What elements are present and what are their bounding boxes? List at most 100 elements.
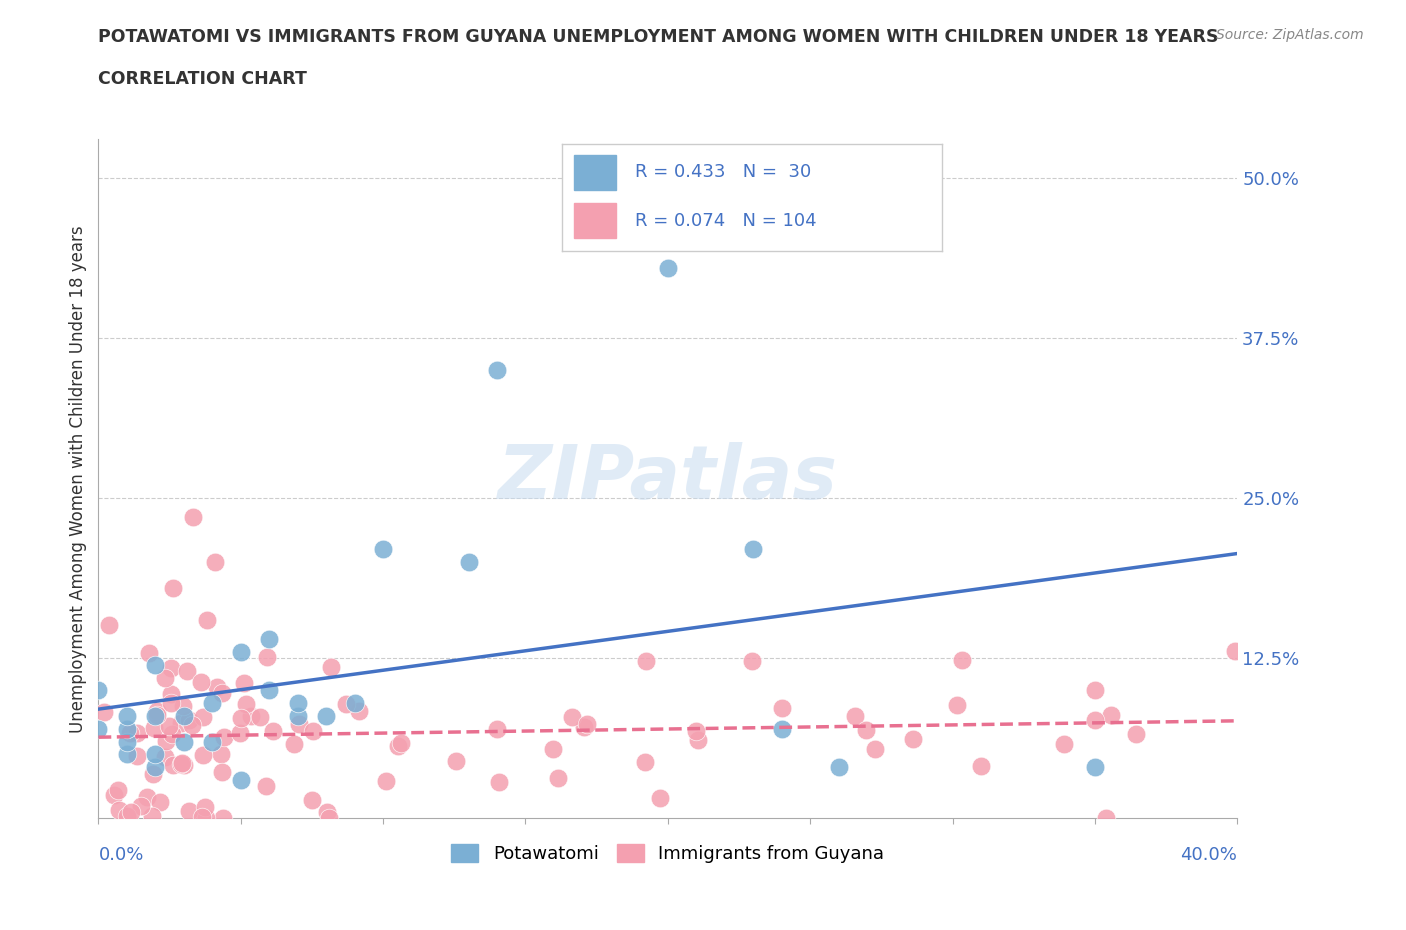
Point [169, 715, 191, 730]
Text: 0.0%: 0.0% [98, 845, 143, 864]
Point [129, 798, 152, 813]
Point [162, 580, 184, 595]
Point [389, 736, 412, 751]
Point [87, 683, 110, 698]
Point [127, 725, 149, 740]
Point [457, 555, 479, 570]
Point [576, 717, 599, 732]
Point [444, 753, 467, 768]
Point [157, 718, 180, 733]
Point [685, 724, 707, 739]
Point [232, 675, 254, 690]
Point [488, 774, 510, 789]
Point [173, 734, 195, 749]
Point [287, 696, 309, 711]
Point [93, 704, 115, 719]
Text: R = 0.433   N =  30: R = 0.433 N = 30 [634, 164, 811, 181]
Point [191, 710, 214, 724]
Point [145, 709, 167, 724]
Point [636, 654, 658, 669]
Point [1125, 727, 1147, 742]
Point [179, 804, 201, 819]
Point [844, 708, 866, 723]
Point [1084, 713, 1107, 728]
Point [772, 700, 794, 715]
Point [229, 711, 252, 725]
Point [1225, 643, 1247, 658]
Point [146, 704, 169, 719]
Point [316, 804, 339, 819]
Point [170, 757, 193, 772]
Point [240, 709, 263, 724]
Text: 40.0%: 40.0% [1181, 845, 1237, 864]
Point [211, 686, 233, 701]
Point [259, 683, 281, 698]
Point [153, 671, 176, 685]
Point [249, 710, 271, 724]
Point [204, 555, 226, 570]
Text: POTAWATOMI VS IMMIGRANTS FROM GUYANA UNEMPLOYMENT AMONG WOMEN WITH CHILDREN UNDE: POTAWATOMI VS IMMIGRANTS FROM GUYANA UNE… [98, 28, 1219, 46]
Point [103, 788, 125, 803]
Y-axis label: Unemployment Among Women with Children Under 18 years: Unemployment Among Women with Children U… [69, 225, 87, 733]
Point [648, 790, 671, 805]
Point [259, 631, 281, 646]
Point [180, 717, 202, 732]
Point [1099, 707, 1122, 722]
Point [863, 741, 886, 756]
Point [1084, 683, 1107, 698]
Point [207, 680, 229, 695]
Point [142, 721, 165, 736]
Point [173, 709, 195, 724]
Point [115, 709, 138, 724]
Point [117, 811, 139, 826]
Point [254, 779, 277, 794]
Point [828, 760, 851, 775]
Point [686, 733, 709, 748]
Point [318, 811, 340, 826]
Point [256, 649, 278, 664]
Point [262, 724, 284, 738]
Point [170, 756, 193, 771]
Point [138, 645, 160, 660]
Point [160, 660, 183, 675]
Point [115, 808, 138, 823]
Text: CORRELATION CHART: CORRELATION CHART [98, 70, 308, 87]
Point [349, 703, 371, 718]
Point [190, 675, 212, 690]
Point [375, 774, 398, 789]
Point [145, 658, 167, 672]
Point [287, 709, 309, 724]
Point [946, 698, 969, 712]
Point [1094, 811, 1116, 826]
Point [191, 810, 214, 825]
Point [201, 696, 224, 711]
Point [541, 741, 564, 756]
Point [195, 613, 218, 628]
Point [486, 363, 509, 378]
Point [228, 725, 250, 740]
Point [211, 764, 233, 779]
Point [176, 664, 198, 679]
Point [195, 811, 218, 826]
Point [145, 760, 167, 775]
Point [335, 697, 357, 711]
Point [373, 542, 395, 557]
Point [741, 654, 763, 669]
Point [561, 710, 583, 724]
Point [160, 727, 183, 742]
Point [229, 773, 252, 788]
Point [321, 659, 343, 674]
Point [742, 542, 765, 557]
Text: R = 0.074   N = 104: R = 0.074 N = 104 [634, 212, 815, 230]
Point [212, 811, 235, 826]
Point [301, 724, 323, 738]
Point [283, 737, 305, 751]
Point [901, 732, 924, 747]
Point [1052, 737, 1074, 751]
Point [97, 618, 120, 632]
Point [115, 734, 138, 749]
Point [572, 720, 595, 735]
Point [172, 698, 194, 713]
Point [855, 723, 877, 737]
Point [160, 696, 183, 711]
